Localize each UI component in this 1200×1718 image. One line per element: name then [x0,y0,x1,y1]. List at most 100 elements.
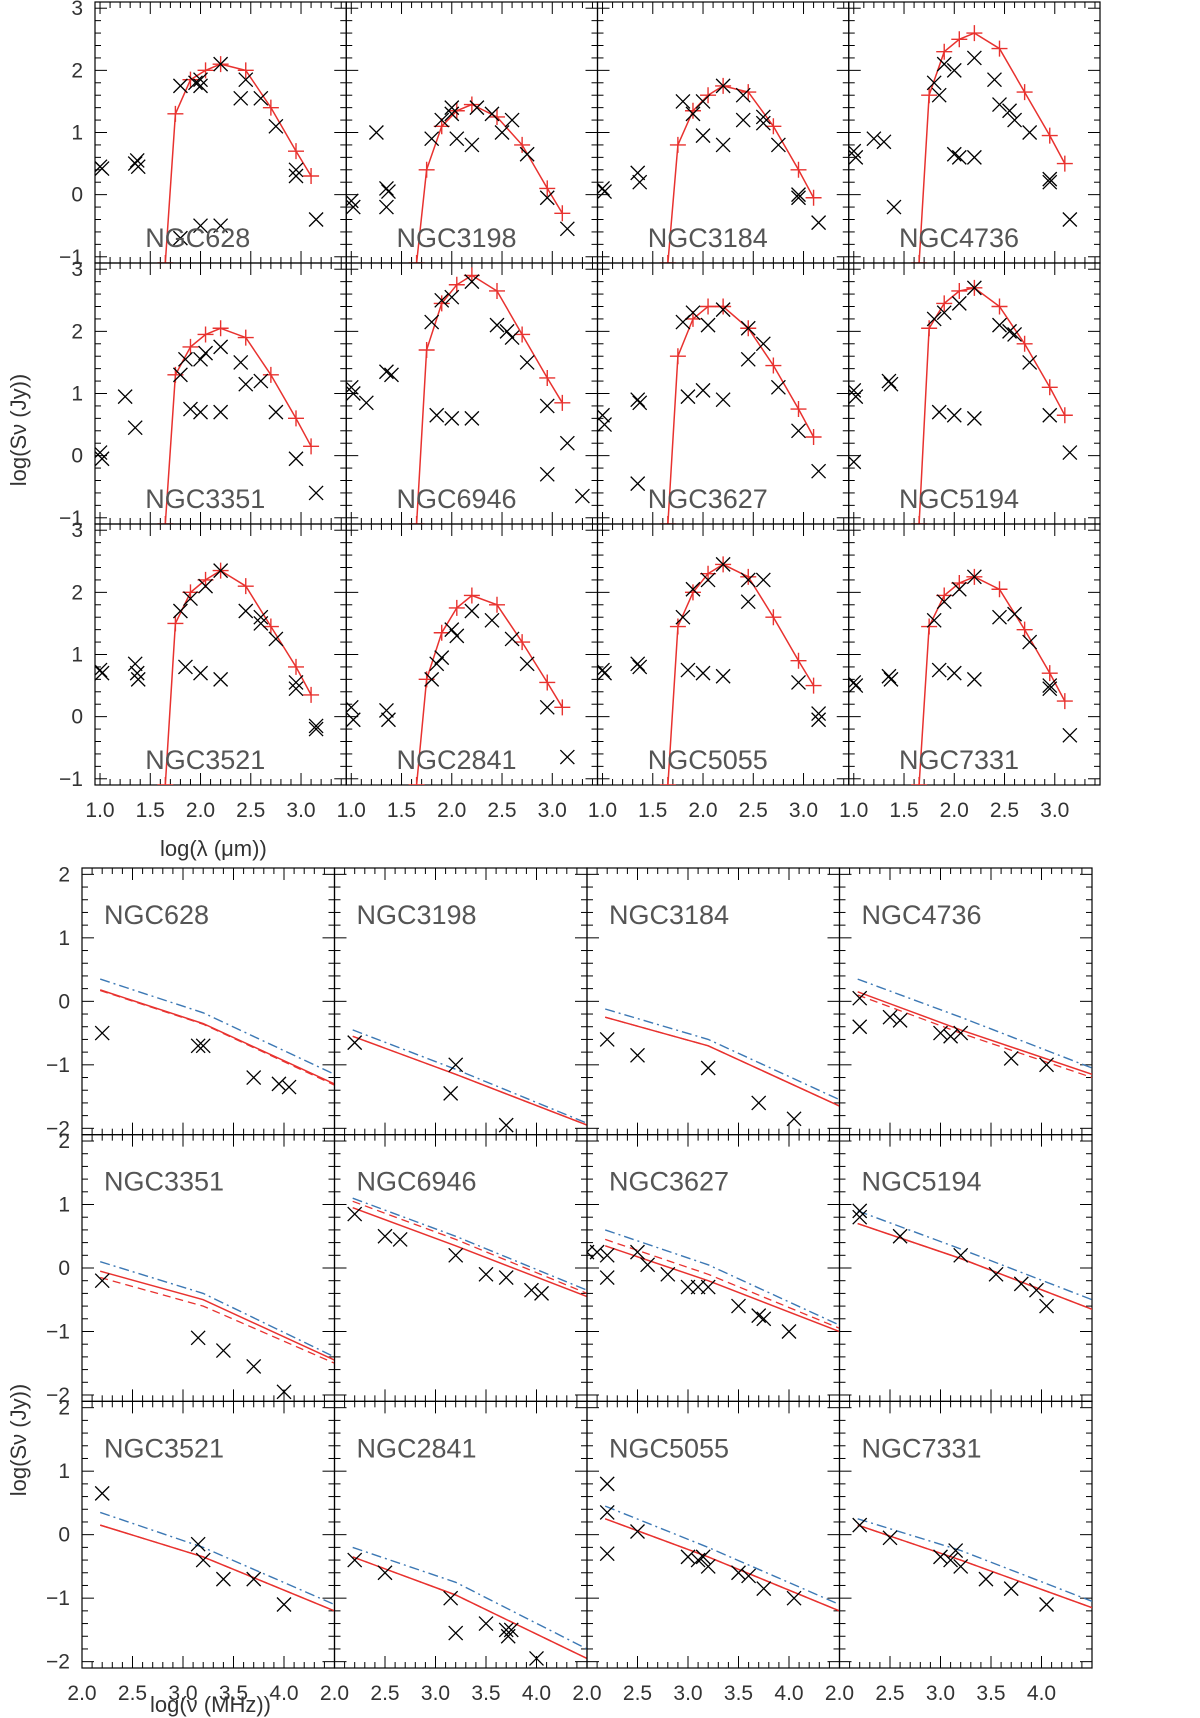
y-tick-label: 2 [58,1130,70,1153]
ir-panel-ngc5194: NGC5194 [848,262,1101,525]
observed-point [883,671,899,687]
observed-point [95,161,110,177]
observed-point [190,1536,206,1552]
observed-point [700,1279,716,1295]
observed-point [378,199,394,215]
observed-point [308,718,324,734]
observed-point [751,1308,767,1324]
observed-point [675,93,691,109]
model-point [489,596,505,613]
panel-label: NGC3184 [609,900,729,930]
panel-label: NGC3627 [648,484,768,514]
observed-point [755,572,771,588]
observed-point [881,373,897,389]
observed-point [715,556,731,572]
observed-point [936,594,952,610]
observed-point [700,317,716,333]
model-point [237,578,254,595]
model-solid-line [604,1245,840,1333]
observed-point [308,721,324,737]
observed-point [948,1543,964,1558]
x-tick-label: 2.0 [186,799,215,822]
y-tick-label: 0 [58,1257,70,1280]
model-point [262,366,279,383]
panel-plot-area [599,1476,840,1612]
ir-panel-ngc2841: NGC2841 [345,523,599,786]
observed-point [786,1111,802,1127]
panel-label: NGC5194 [862,1167,982,1197]
x-tick-label: 3.0 [538,799,567,822]
y-tick-label: 2 [71,59,83,82]
observed-point [276,1384,292,1400]
x-tick-label: 1.0 [337,799,366,822]
observed-point [130,159,146,175]
observed-point [953,1025,969,1041]
x-tick-label: 3.0 [1040,799,1069,822]
observed-point [715,392,731,408]
observed-point [931,662,947,678]
observed-point [791,675,806,690]
observed-point [268,631,284,647]
radio-panel-ngc3198: NGC3198 [333,867,588,1136]
observed-point [464,410,480,426]
observed-point [130,671,146,687]
model-point [700,298,717,315]
observed-point [443,1590,459,1606]
observed-point [1002,323,1018,339]
ir-panel-ngc6946: NGC6946 [345,262,599,525]
observed-point [700,572,716,588]
model-point [659,777,676,785]
x-tick-label: 2.5 [370,1682,399,1705]
observed-point [892,1228,908,1244]
observed-point [503,1622,519,1638]
observed-point [253,373,269,389]
observed-point [215,1343,231,1358]
model-point [182,71,199,88]
x-tick-label: 4.0 [269,1682,298,1705]
observed-point [1007,606,1023,622]
x-tick-label: 1.0 [588,799,617,822]
panel-label: NGC7331 [899,745,1019,775]
x-tick-label: 4.0 [774,1682,803,1705]
model-dashdot-line [352,1546,587,1650]
observed-point [246,1358,262,1374]
model-point [805,429,822,445]
model-point [951,282,968,299]
observed-point [193,351,208,367]
observed-point [1062,727,1078,743]
model-dashdot-line [352,1197,587,1291]
observed-point [680,389,696,405]
panel-plot-area [848,568,1078,785]
observed-point [377,1228,393,1244]
panel-plot-area [346,587,575,785]
model-point [433,295,450,312]
panel-plot-area [587,1229,840,1339]
x-tick-label: 2.5 [990,799,1019,822]
x-tick-label: 1.5 [136,799,165,822]
observed-point [424,131,440,147]
model-dashdot-line [99,1511,335,1606]
model-point [1041,665,1058,682]
observed-point [288,681,304,697]
ir-panel-ngc628: NGC628 [94,1,347,264]
model-dashed-line [604,1238,840,1329]
observed-point [1028,1282,1044,1298]
observed-point [177,351,193,367]
observed-point [966,50,982,66]
model-point [408,516,425,524]
observed-point [448,1057,464,1073]
model-point [936,43,953,60]
observed-point [966,149,982,165]
panel-label: NGC6946 [397,484,517,514]
observed-point [268,404,284,420]
observed-point [988,1266,1004,1282]
model-point [765,609,782,626]
observed-point [444,106,460,122]
x-tick-label: 1.0 [839,799,868,822]
y-tick-label: 2 [71,320,83,343]
observed-point [484,612,500,628]
panel-plot-area [95,56,324,263]
model-point [700,87,717,104]
observed-point [288,675,304,690]
model-point [167,105,184,122]
